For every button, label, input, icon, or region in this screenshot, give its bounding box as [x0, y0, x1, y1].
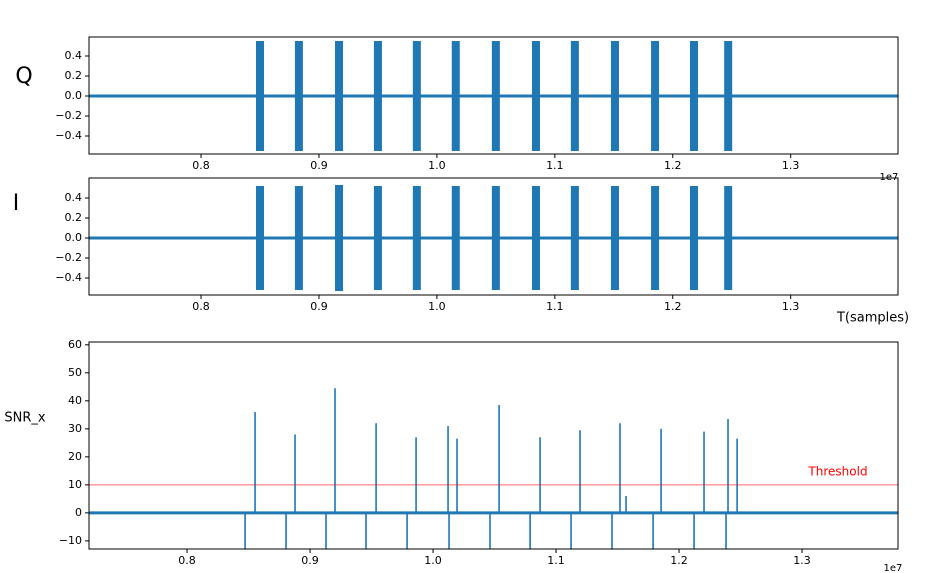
burst [689, 186, 698, 290]
burst [610, 186, 619, 290]
burst [724, 186, 733, 290]
y-tick-label: −0.2 [55, 109, 82, 122]
burst [651, 186, 660, 290]
burst [491, 186, 500, 290]
x-tick-label: 0.9 [310, 300, 328, 313]
y-axis-label: SNR_x [4, 411, 46, 426]
burst [531, 186, 540, 290]
x-tick-label: 1.2 [664, 159, 682, 172]
x-tick-label: 1.3 [782, 159, 800, 172]
burst [335, 41, 344, 151]
y-tick-label: 0.2 [65, 69, 83, 82]
burst [335, 185, 344, 291]
y-tick-label: 60 [68, 338, 82, 351]
axes-frame [88, 341, 899, 550]
y-tick-label: 30 [68, 422, 82, 435]
axes-frame [88, 36, 899, 155]
y-tick-label: 0 [75, 506, 82, 519]
burst [412, 41, 421, 151]
burst [373, 41, 382, 151]
burst [610, 41, 619, 151]
x-tick-label: 0.9 [310, 159, 328, 172]
burst [412, 186, 421, 290]
burst [451, 41, 460, 151]
burst [255, 41, 264, 151]
burst [451, 186, 460, 290]
y-axis-label: I [13, 191, 20, 216]
y-tick-label: 0.2 [65, 211, 83, 224]
burst [570, 186, 579, 290]
x-tick-label: 1.1 [546, 159, 564, 172]
burst [689, 41, 698, 151]
x-tick-label: 1.3 [782, 300, 800, 313]
burst [294, 186, 303, 290]
x-tick-label: 0.8 [192, 159, 210, 172]
x-tick-label: 0.9 [301, 554, 319, 567]
burst [651, 41, 660, 151]
y-tick-label: −0.4 [55, 271, 82, 284]
y-tick-label: 50 [68, 366, 82, 379]
axes-frame [88, 177, 899, 296]
offset-text: 1e7 [884, 563, 903, 573]
x-tick-label: 1.3 [793, 554, 811, 567]
burst [491, 41, 500, 151]
x-axis-label: T(samples) [836, 311, 909, 326]
y-tick-label: 0.0 [65, 231, 83, 244]
subplot: −0.4 −0.2 0.0 0.2 0.4 0.8 0.9 1.0 1.1 1.2 1.3 I T(sa… [13, 177, 909, 326]
x-tick-label: 1.0 [428, 300, 446, 313]
y-axis-label: Q [15, 64, 32, 89]
y-tick-label: −0.2 [55, 251, 82, 264]
subplot: −10 0 10 20 30 40 50 60 0.8 0.9 1.0 1.1 1.2 1.3 Thresh… [4, 338, 902, 573]
x-tick-label: 1.1 [547, 554, 565, 567]
burst [570, 41, 579, 151]
y-tick-label: 10 [68, 478, 82, 491]
x-tick-label: 1.0 [428, 159, 446, 172]
y-tick-label: 0.0 [65, 89, 83, 102]
y-tick-label: 0.4 [65, 49, 83, 62]
burst [294, 41, 303, 151]
burst [724, 41, 733, 151]
burst [373, 186, 382, 290]
x-tick-label: 0.8 [178, 554, 196, 567]
x-tick-label: 1.1 [546, 300, 564, 313]
x-tick-label: 1.0 [424, 554, 442, 567]
burst [531, 41, 540, 151]
y-tick-label: 20 [68, 450, 82, 463]
x-tick-label: 1.2 [670, 554, 688, 567]
threshold-label: Threshold [807, 464, 867, 478]
y-tick-label: −10 [59, 534, 82, 547]
x-tick-label: 0.8 [192, 300, 210, 313]
y-tick-label: 0.4 [65, 191, 83, 204]
y-tick-label: −0.4 [55, 129, 82, 142]
y-tick-label: 40 [68, 394, 82, 407]
burst [255, 186, 264, 290]
x-tick-label: 1.2 [664, 300, 682, 313]
